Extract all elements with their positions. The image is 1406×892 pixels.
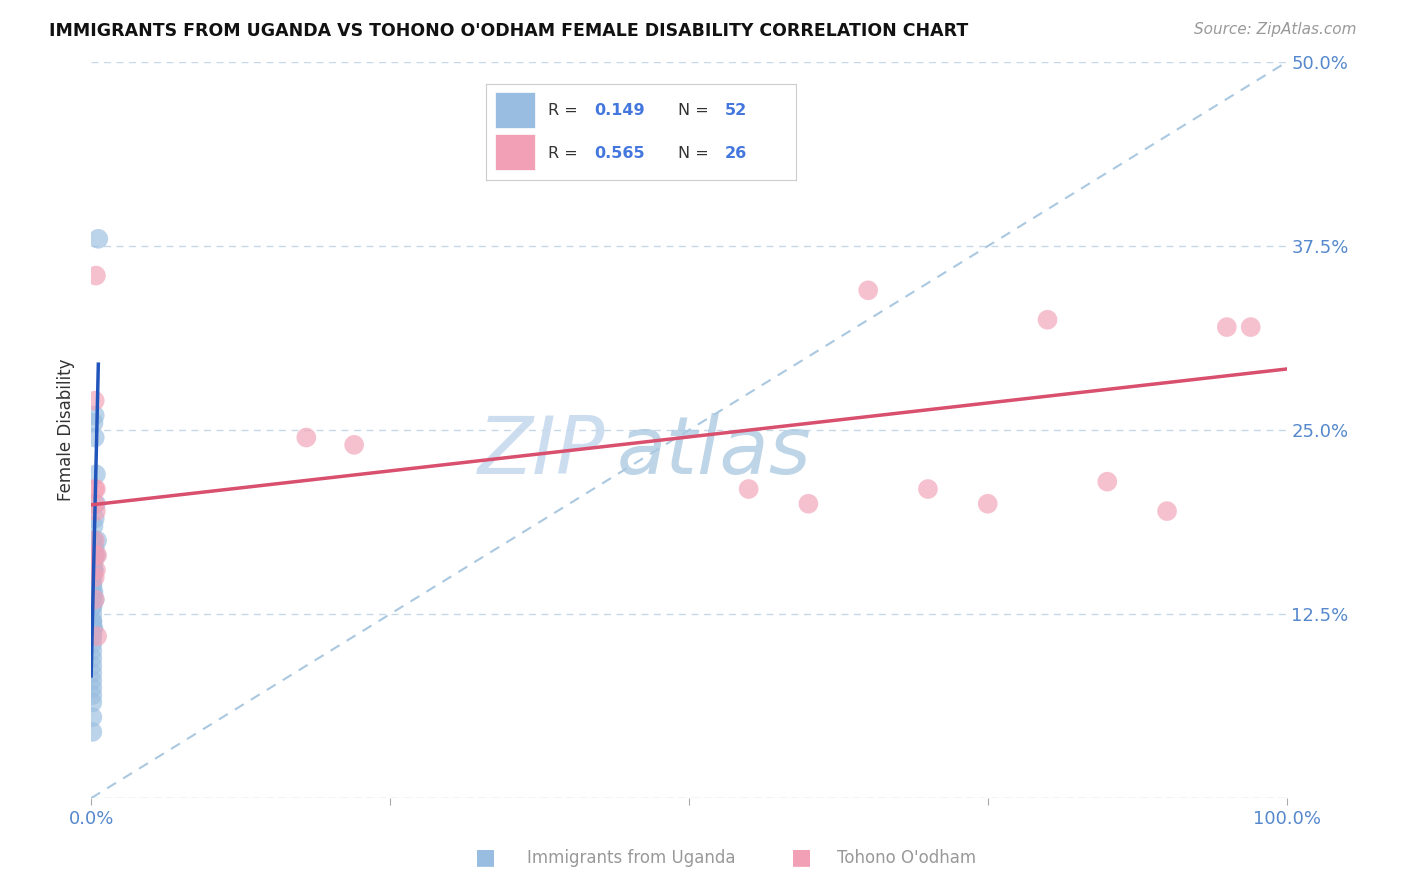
Point (678, 114, 700, 128)
Point (83, 548, 105, 562)
Point (82, 615, 104, 629)
Point (83, 563, 105, 577)
Point (83, 533, 105, 548)
Point (83, 511, 105, 525)
Point (82, 570, 104, 584)
Point (84, 563, 107, 577)
Point (82, 725, 104, 739)
Point (82, 577, 104, 591)
Point (1097, 475, 1119, 489)
Text: Tohono O'odham: Tohono O'odham (837, 849, 976, 867)
Point (83, 393, 105, 408)
Point (82, 622, 104, 636)
Point (82, 666, 104, 681)
Point (83, 563, 105, 577)
Point (86, 548, 108, 562)
Point (1216, 320, 1239, 334)
Point (86, 629, 108, 643)
Point (83, 556, 105, 570)
Point (84, 467, 107, 482)
Point (83, 409, 105, 423)
Point (82, 673, 104, 688)
Point (343, 438, 366, 452)
Point (82, 644, 104, 658)
Point (83, 533, 105, 548)
Point (82, 599, 104, 614)
Text: Immigrants from Uganda: Immigrants from Uganda (527, 849, 735, 867)
Point (84, 497, 107, 511)
Point (82, 577, 104, 591)
Point (797, 497, 820, 511)
Point (83, 497, 105, 511)
Point (1156, 504, 1178, 518)
Point (83, 541, 105, 555)
Point (917, 482, 939, 496)
Point (83, 592, 105, 607)
Point (83, 430, 105, 444)
Point (82, 629, 104, 643)
Point (83, 548, 105, 562)
Point (82, 563, 104, 577)
Point (84, 482, 107, 496)
Point (83, 482, 105, 496)
Point (84, 504, 107, 518)
Point (82, 651, 104, 665)
Point (82, 615, 104, 629)
Point (83, 622, 105, 636)
Point (84, 268, 107, 283)
Point (82, 570, 104, 584)
Point (295, 430, 318, 444)
Point (82, 636, 104, 650)
Point (82, 607, 104, 621)
Point (856, 283, 879, 297)
Point (737, 482, 759, 496)
Point (82, 622, 104, 636)
Point (82, 710, 104, 724)
Point (82, 585, 104, 599)
Point (82, 592, 104, 607)
Point (83, 518, 105, 533)
Text: Source: ZipAtlas.com: Source: ZipAtlas.com (1194, 22, 1357, 37)
Point (1240, 320, 1263, 334)
Point (82, 533, 104, 548)
Point (82, 696, 104, 710)
Point (87, 232, 110, 246)
Point (83, 585, 105, 599)
Point (82, 556, 104, 570)
Point (82, 629, 104, 643)
Text: ■: ■ (475, 847, 495, 867)
Text: IMMIGRANTS FROM UGANDA VS TOHONO O'ODHAM FEMALE DISABILITY CORRELATION CHART: IMMIGRANTS FROM UGANDA VS TOHONO O'ODHAM… (49, 22, 969, 40)
Point (83, 563, 105, 577)
Point (83, 570, 105, 584)
Point (82, 615, 104, 629)
Point (83, 592, 105, 607)
Y-axis label: Female Disability: Female Disability (58, 359, 75, 501)
Point (84, 548, 107, 562)
Point (977, 497, 1000, 511)
Point (82, 599, 104, 614)
Point (82, 563, 104, 577)
Point (82, 556, 104, 570)
Point (82, 688, 104, 702)
Point (82, 681, 104, 695)
Point (1036, 312, 1059, 326)
Text: ■: ■ (792, 847, 811, 867)
Text: ZIP: ZIP (478, 413, 605, 491)
Point (82, 658, 104, 673)
Point (86, 533, 108, 548)
Point (83, 416, 105, 430)
Text: atlas: atlas (617, 413, 811, 491)
